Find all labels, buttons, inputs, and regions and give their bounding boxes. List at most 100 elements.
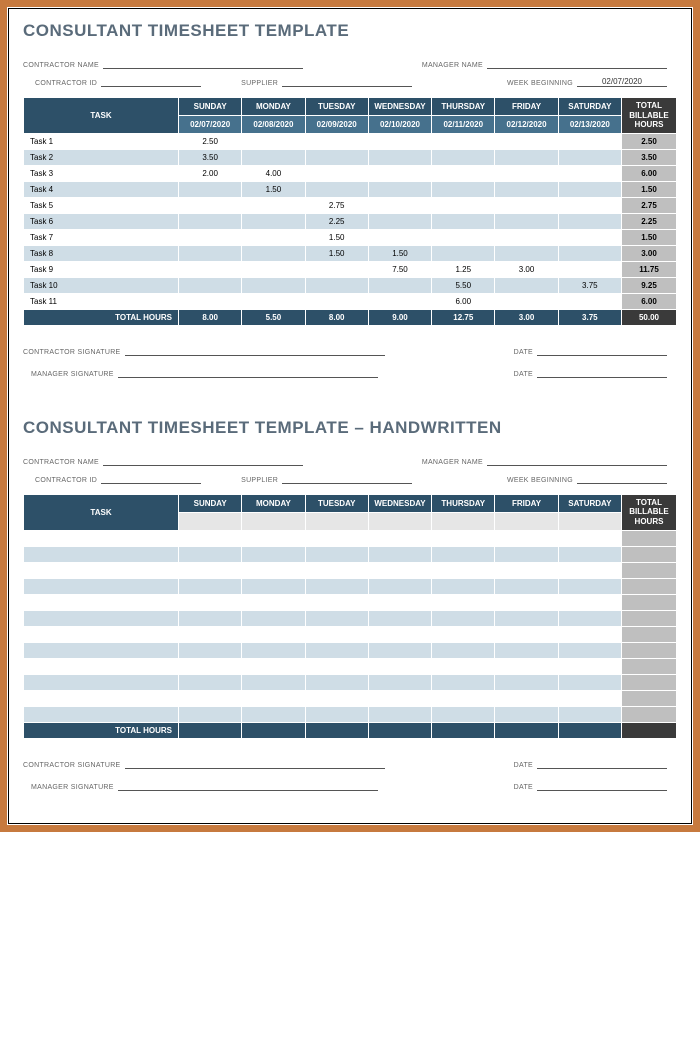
hour-cell[interactable] [305, 546, 368, 562]
date-line-4[interactable] [537, 781, 667, 791]
hour-cell[interactable] [558, 626, 621, 642]
task-cell[interactable] [24, 594, 179, 610]
hour-cell[interactable] [179, 594, 242, 610]
hour-cell[interactable] [495, 626, 558, 642]
hour-cell[interactable] [495, 674, 558, 690]
hour-cell[interactable] [558, 245, 621, 261]
hour-cell[interactable] [495, 658, 558, 674]
hour-cell[interactable] [558, 594, 621, 610]
hour-cell[interactable] [432, 213, 495, 229]
contractor-id-input[interactable] [101, 77, 201, 87]
hour-cell[interactable] [242, 626, 305, 642]
hour-cell[interactable] [242, 706, 305, 722]
hour-cell[interactable] [558, 706, 621, 722]
hour-cell[interactable] [242, 562, 305, 578]
hour-cell[interactable] [179, 690, 242, 706]
hour-cell[interactable] [432, 562, 495, 578]
hour-cell[interactable] [432, 578, 495, 594]
hour-cell[interactable] [495, 133, 558, 149]
contractor-name-input[interactable] [103, 59, 303, 69]
hour-cell[interactable] [558, 133, 621, 149]
hour-cell[interactable] [242, 530, 305, 546]
hour-cell[interactable] [495, 245, 558, 261]
hour-cell[interactable] [242, 546, 305, 562]
hour-cell[interactable]: 6.00 [432, 293, 495, 309]
hour-cell[interactable] [305, 133, 368, 149]
hour-cell[interactable] [242, 293, 305, 309]
task-cell[interactable] [24, 626, 179, 642]
hour-cell[interactable] [558, 674, 621, 690]
hour-cell[interactable] [368, 658, 431, 674]
hour-cell[interactable] [305, 658, 368, 674]
hour-cell[interactable] [495, 610, 558, 626]
hour-cell[interactable] [179, 277, 242, 293]
task-cell[interactable] [24, 530, 179, 546]
hour-cell[interactable] [432, 674, 495, 690]
hour-cell[interactable] [305, 626, 368, 642]
hour-cell[interactable] [558, 562, 621, 578]
hour-cell[interactable] [495, 229, 558, 245]
hour-cell[interactable] [368, 578, 431, 594]
hour-cell[interactable] [179, 610, 242, 626]
hour-cell[interactable] [558, 181, 621, 197]
task-cell[interactable] [24, 546, 179, 562]
hour-cell[interactable] [242, 610, 305, 626]
hour-cell[interactable] [242, 658, 305, 674]
hour-cell[interactable] [305, 674, 368, 690]
hour-cell[interactable] [495, 562, 558, 578]
hour-cell[interactable] [368, 706, 431, 722]
hour-cell[interactable] [242, 690, 305, 706]
hour-cell[interactable] [179, 626, 242, 642]
hour-cell[interactable] [495, 181, 558, 197]
hour-cell[interactable] [495, 197, 558, 213]
hour-cell[interactable] [432, 197, 495, 213]
hour-cell[interactable]: 3.75 [558, 277, 621, 293]
hour-cell[interactable] [242, 229, 305, 245]
task-cell[interactable] [24, 610, 179, 626]
hour-cell[interactable] [242, 133, 305, 149]
hour-cell[interactable] [558, 642, 621, 658]
hour-cell[interactable] [242, 149, 305, 165]
hour-cell[interactable]: 3.50 [179, 149, 242, 165]
hour-cell[interactable]: 1.25 [432, 261, 495, 277]
hour-cell[interactable]: 1.50 [368, 245, 431, 261]
hour-cell[interactable] [368, 546, 431, 562]
contractor-sig-line[interactable] [125, 346, 385, 356]
hour-cell[interactable] [242, 594, 305, 610]
hour-cell[interactable] [368, 610, 431, 626]
task-cell[interactable] [24, 578, 179, 594]
hour-cell[interactable] [558, 165, 621, 181]
hour-cell[interactable] [368, 562, 431, 578]
hour-cell[interactable] [495, 578, 558, 594]
hour-cell[interactable] [368, 642, 431, 658]
hour-cell[interactable] [179, 706, 242, 722]
hour-cell[interactable] [368, 133, 431, 149]
hour-cell[interactable] [368, 165, 431, 181]
hour-cell[interactable] [179, 562, 242, 578]
hour-cell[interactable] [432, 626, 495, 642]
hour-cell[interactable] [558, 658, 621, 674]
hour-cell[interactable] [305, 642, 368, 658]
hour-cell[interactable]: 1.50 [242, 181, 305, 197]
hour-cell[interactable] [305, 149, 368, 165]
hour-cell[interactable] [242, 642, 305, 658]
hour-cell[interactable] [495, 149, 558, 165]
hour-cell[interactable]: 4.00 [242, 165, 305, 181]
hour-cell[interactable] [305, 277, 368, 293]
manager-sig-line-2[interactable] [118, 781, 378, 791]
hour-cell[interactable] [495, 277, 558, 293]
hour-cell[interactable] [558, 229, 621, 245]
hour-cell[interactable] [495, 546, 558, 562]
hour-cell[interactable] [432, 165, 495, 181]
hour-cell[interactable] [495, 690, 558, 706]
hour-cell[interactable] [432, 658, 495, 674]
hour-cell[interactable] [242, 245, 305, 261]
hour-cell[interactable] [558, 530, 621, 546]
hour-cell[interactable] [432, 245, 495, 261]
hour-cell[interactable] [495, 165, 558, 181]
hour-cell[interactable]: 2.25 [305, 213, 368, 229]
hour-cell[interactable] [432, 546, 495, 562]
hour-cell[interactable]: 2.00 [179, 165, 242, 181]
task-cell[interactable] [24, 658, 179, 674]
hour-cell[interactable] [495, 642, 558, 658]
